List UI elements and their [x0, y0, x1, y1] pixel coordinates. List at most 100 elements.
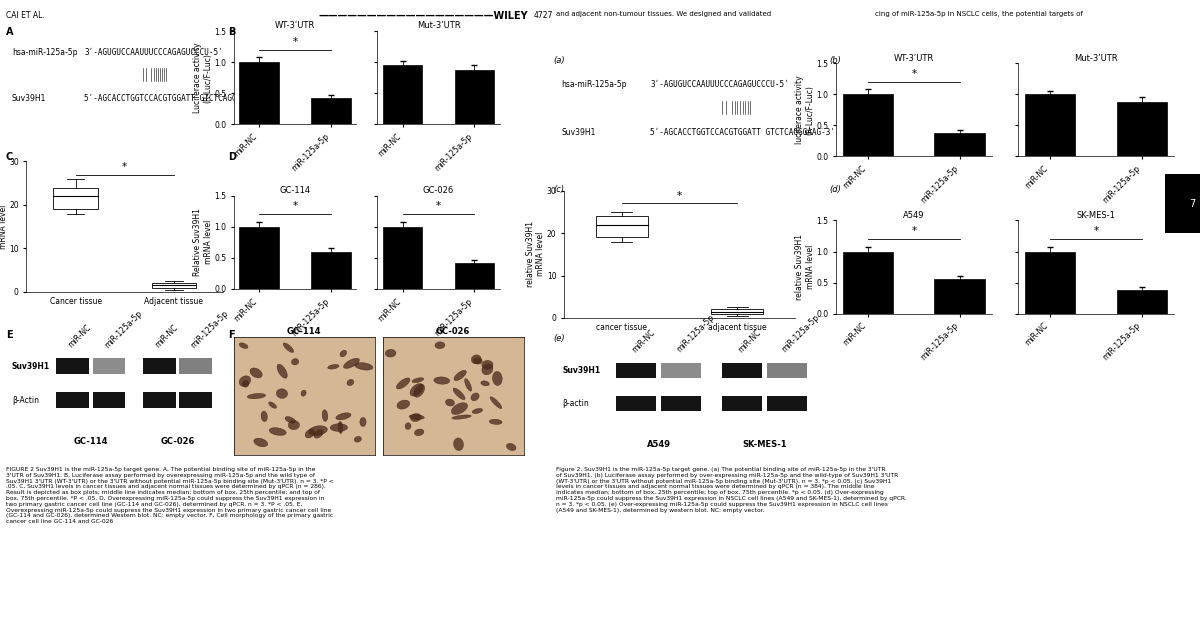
Ellipse shape — [283, 343, 294, 353]
Y-axis label: Luciferace activity
(R-Luc/F-Luc): Luciferace activity (R-Luc/F-Luc) — [193, 42, 212, 113]
Ellipse shape — [451, 402, 468, 415]
Ellipse shape — [490, 397, 502, 409]
Bar — [92, 392, 125, 408]
Title: Mut-3ʹUTR: Mut-3ʹUTR — [1074, 53, 1117, 63]
Bar — [935, 279, 985, 314]
Text: Suv39H1: Suv39H1 — [12, 94, 47, 103]
Ellipse shape — [360, 417, 366, 427]
Bar — [311, 252, 350, 289]
Bar — [240, 227, 278, 289]
Text: Figure 2. Suv39H1 is the miR-125a-5p target gene. (a) The potential binding site: Figure 2. Suv39H1 is the miR-125a-5p tar… — [556, 467, 906, 512]
Title: A549: A549 — [904, 211, 924, 220]
Bar — [311, 98, 350, 124]
Y-axis label: luciferace activity
(R-Luc/F-Luc): luciferace activity (R-Luc/F-Luc) — [796, 76, 815, 144]
Text: FIGURE 2 Suv39H1 is the miR-125a-5p target gene. A, The potential binding site o: FIGURE 2 Suv39H1 is the miR-125a-5p targ… — [6, 467, 334, 524]
Text: B: B — [228, 27, 236, 37]
Ellipse shape — [269, 428, 286, 435]
Ellipse shape — [314, 430, 323, 438]
Text: miR-125a-5p: miR-125a-5p — [674, 314, 715, 355]
Ellipse shape — [276, 389, 288, 399]
Text: miR-NC: miR-NC — [736, 328, 762, 355]
Ellipse shape — [482, 364, 493, 375]
Bar — [56, 358, 89, 374]
Text: SK-MES-1: SK-MES-1 — [743, 440, 787, 448]
Bar — [661, 363, 701, 378]
Text: Suv39H1: Suv39H1 — [562, 127, 596, 137]
Bar — [179, 358, 212, 374]
Ellipse shape — [454, 438, 463, 451]
Ellipse shape — [354, 437, 361, 442]
Ellipse shape — [473, 409, 482, 414]
Ellipse shape — [406, 423, 412, 430]
Ellipse shape — [454, 388, 466, 400]
Title: Mut-3ʹUTR: Mut-3ʹUTR — [416, 21, 461, 30]
Ellipse shape — [396, 378, 410, 389]
Text: (a): (a) — [553, 56, 565, 65]
Ellipse shape — [464, 379, 472, 391]
Bar — [240, 62, 278, 124]
Text: Suv39H1: Suv39H1 — [12, 361, 50, 371]
Text: *: * — [293, 201, 298, 211]
Text: 7: 7 — [1189, 199, 1195, 209]
Ellipse shape — [277, 364, 287, 378]
Ellipse shape — [454, 370, 467, 381]
Title: GC-114: GC-114 — [287, 327, 322, 336]
Text: (e): (e) — [553, 334, 565, 343]
Text: 5ʹ-AGCACCTGGTCCACGTGGATT GTCTCAGGGAAG-3ʹ: 5ʹ-AGCACCTGGTCCACGTGGATT GTCTCAGGGAAG-3ʹ — [650, 127, 835, 137]
Text: hsa-miR-125a-5p: hsa-miR-125a-5p — [12, 48, 78, 57]
Text: A: A — [6, 27, 13, 37]
Y-axis label: relative Suv39H1
mRNA level: relative Suv39H1 mRNA level — [796, 234, 815, 300]
Ellipse shape — [434, 342, 445, 349]
Ellipse shape — [410, 414, 421, 422]
Ellipse shape — [355, 363, 373, 370]
Text: E: E — [6, 330, 13, 340]
Text: *: * — [122, 162, 127, 172]
Text: 3ʹ-AGUGUCCAAUUUCCCAGAGUCCCU-5ʹ: 3ʹ-AGUGUCCAAUUUCCCAGAGUCCCU-5ʹ — [650, 81, 788, 89]
Title: GC-026: GC-026 — [436, 327, 470, 336]
Bar — [383, 227, 422, 289]
Ellipse shape — [292, 358, 299, 365]
Ellipse shape — [322, 410, 328, 422]
Text: cing of miR-125a-5p in NSCLC cells, the potential targets of: cing of miR-125a-5p in NSCLC cells, the … — [875, 11, 1082, 17]
Ellipse shape — [410, 384, 424, 396]
Text: ——————————————————WILEY: ——————————————————WILEY — [319, 11, 528, 21]
Bar — [661, 396, 701, 411]
Ellipse shape — [250, 368, 263, 378]
Ellipse shape — [385, 350, 396, 357]
Text: (b): (b) — [829, 56, 841, 65]
Text: miR-NC: miR-NC — [630, 328, 656, 355]
Bar — [722, 396, 762, 411]
Text: and adjacent non-tumour tissues. We designed and validated: and adjacent non-tumour tissues. We desi… — [556, 11, 770, 17]
Ellipse shape — [253, 438, 268, 447]
Bar — [54, 188, 97, 209]
Ellipse shape — [305, 430, 314, 438]
Ellipse shape — [340, 350, 347, 357]
Ellipse shape — [338, 422, 343, 433]
Text: β-Actin: β-Actin — [12, 396, 38, 405]
Ellipse shape — [286, 417, 295, 423]
Text: β-actin: β-actin — [562, 399, 589, 408]
Text: (c): (c) — [553, 185, 564, 194]
Ellipse shape — [481, 381, 490, 386]
Bar — [1025, 252, 1075, 314]
Ellipse shape — [414, 429, 424, 436]
Ellipse shape — [433, 377, 450, 384]
Text: *: * — [677, 191, 682, 201]
Text: GC-026: GC-026 — [161, 437, 194, 446]
Bar — [595, 216, 648, 237]
Text: D: D — [228, 152, 236, 162]
Text: C: C — [6, 152, 13, 162]
Bar — [712, 309, 763, 314]
Text: miR-125a-5p: miR-125a-5p — [103, 309, 144, 350]
Bar — [617, 363, 656, 378]
Text: *: * — [911, 226, 917, 237]
Ellipse shape — [472, 355, 481, 364]
Ellipse shape — [239, 343, 248, 348]
Ellipse shape — [347, 379, 354, 386]
Ellipse shape — [492, 371, 503, 386]
Bar — [1116, 102, 1166, 156]
Text: *: * — [1093, 226, 1098, 237]
Text: 4727: 4727 — [534, 11, 553, 20]
Ellipse shape — [343, 358, 360, 368]
Y-axis label: Relative Suv39H1
mRNA level: Relative Suv39H1 mRNA level — [193, 208, 212, 276]
